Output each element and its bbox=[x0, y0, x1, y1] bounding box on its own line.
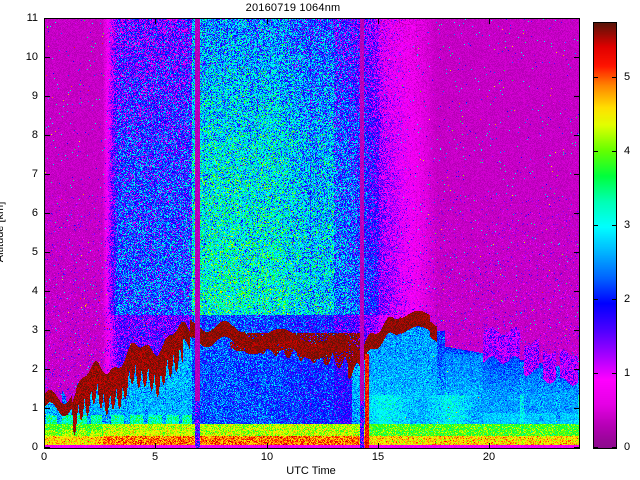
colorbar-tick-2 bbox=[594, 299, 598, 300]
y-tick-10 bbox=[45, 57, 50, 58]
x-tick-top-20 bbox=[489, 19, 490, 24]
y-tick-right-6 bbox=[574, 213, 579, 214]
colorbar-tick-label-5: 5 bbox=[624, 71, 631, 83]
y-tick-right-11 bbox=[574, 18, 579, 19]
colorbar bbox=[593, 22, 617, 449]
colorbar-tick-5 bbox=[594, 77, 598, 78]
x-tick-0 bbox=[44, 443, 45, 448]
y-tick-right-3 bbox=[574, 330, 579, 331]
x-tick-5 bbox=[155, 443, 156, 448]
y-tick-right-10 bbox=[574, 57, 579, 58]
y-tick-label-0: 0 bbox=[31, 441, 38, 453]
y-tick-label-11: 11 bbox=[26, 12, 38, 24]
y-tick-label-6: 6 bbox=[31, 207, 38, 219]
x-tick-top-0 bbox=[44, 19, 45, 24]
colorbar-tick-label-2: 2 bbox=[624, 293, 631, 305]
colorbar-tick-label-0: 0 bbox=[624, 441, 631, 453]
x-tick-label-15: 15 bbox=[371, 451, 385, 463]
colorbar-tick-label-1: 1 bbox=[624, 367, 631, 379]
colorbar-tick-right-1 bbox=[612, 373, 616, 374]
x-tick-20 bbox=[489, 443, 490, 448]
colorbar-tick-0 bbox=[594, 447, 598, 448]
y-tick-right-1 bbox=[574, 408, 579, 409]
colorbar-tick-right-2 bbox=[612, 299, 616, 300]
x-tick-15 bbox=[378, 443, 379, 448]
colorbar-tick-label-4: 4 bbox=[624, 145, 631, 157]
lidar-heatmap-canvas bbox=[45, 19, 579, 448]
plot-axes bbox=[44, 18, 580, 449]
y-tick-right-0 bbox=[574, 447, 579, 448]
y-tick-label-10: 10 bbox=[25, 51, 38, 63]
y-tick-label-7: 7 bbox=[31, 168, 38, 180]
y-tick-1 bbox=[45, 408, 50, 409]
y-tick-4 bbox=[45, 291, 50, 292]
colorbar-tick-right-5 bbox=[612, 77, 616, 78]
y-axis-title: Altitude [km] bbox=[0, 201, 6, 263]
colorbar-tick-3 bbox=[594, 225, 598, 226]
y-tick-right-5 bbox=[574, 252, 579, 253]
y-tick-2 bbox=[45, 369, 50, 370]
y-tick-3 bbox=[45, 330, 50, 331]
x-tick-top-15 bbox=[378, 19, 379, 24]
colorbar-tick-4 bbox=[594, 151, 598, 152]
y-tick-8 bbox=[45, 135, 50, 136]
y-tick-right-4 bbox=[574, 291, 579, 292]
y-tick-label-3: 3 bbox=[31, 324, 38, 336]
y-tick-5 bbox=[45, 252, 50, 253]
y-tick-right-7 bbox=[574, 174, 579, 175]
y-tick-6 bbox=[45, 213, 50, 214]
y-tick-label-1: 1 bbox=[31, 402, 38, 414]
colorbar-tick-right-3 bbox=[612, 225, 616, 226]
colorbar-tick-1 bbox=[594, 373, 598, 374]
y-tick-label-2: 2 bbox=[31, 363, 38, 375]
colorbar-canvas bbox=[594, 23, 616, 448]
page-title: 20160719 1064nm bbox=[245, 2, 341, 14]
x-tick-label-5: 5 bbox=[151, 451, 159, 463]
x-tick-top-10 bbox=[267, 19, 268, 24]
y-tick-right-8 bbox=[574, 135, 579, 136]
y-tick-label-8: 8 bbox=[31, 129, 38, 141]
y-tick-label-4: 4 bbox=[31, 285, 38, 297]
y-tick-right-9 bbox=[574, 96, 579, 97]
y-tick-7 bbox=[45, 174, 50, 175]
colorbar-tick-right-4 bbox=[612, 151, 616, 152]
x-tick-10 bbox=[267, 443, 268, 448]
x-tick-label-0: 0 bbox=[40, 451, 48, 463]
colorbar-tick-right-0 bbox=[612, 447, 616, 448]
colorbar-tick-label-3: 3 bbox=[624, 219, 631, 231]
y-tick-0 bbox=[45, 447, 50, 448]
x-tick-label-20: 20 bbox=[482, 451, 496, 463]
x-tick-top-5 bbox=[155, 19, 156, 24]
y-tick-right-2 bbox=[574, 369, 579, 370]
y-tick-9 bbox=[45, 96, 50, 97]
x-tick-label-10: 10 bbox=[260, 451, 274, 463]
y-tick-11 bbox=[45, 18, 50, 19]
y-tick-label-5: 5 bbox=[31, 246, 38, 258]
y-tick-label-9: 9 bbox=[31, 90, 38, 102]
x-axis-title: UTC Time bbox=[286, 465, 336, 477]
